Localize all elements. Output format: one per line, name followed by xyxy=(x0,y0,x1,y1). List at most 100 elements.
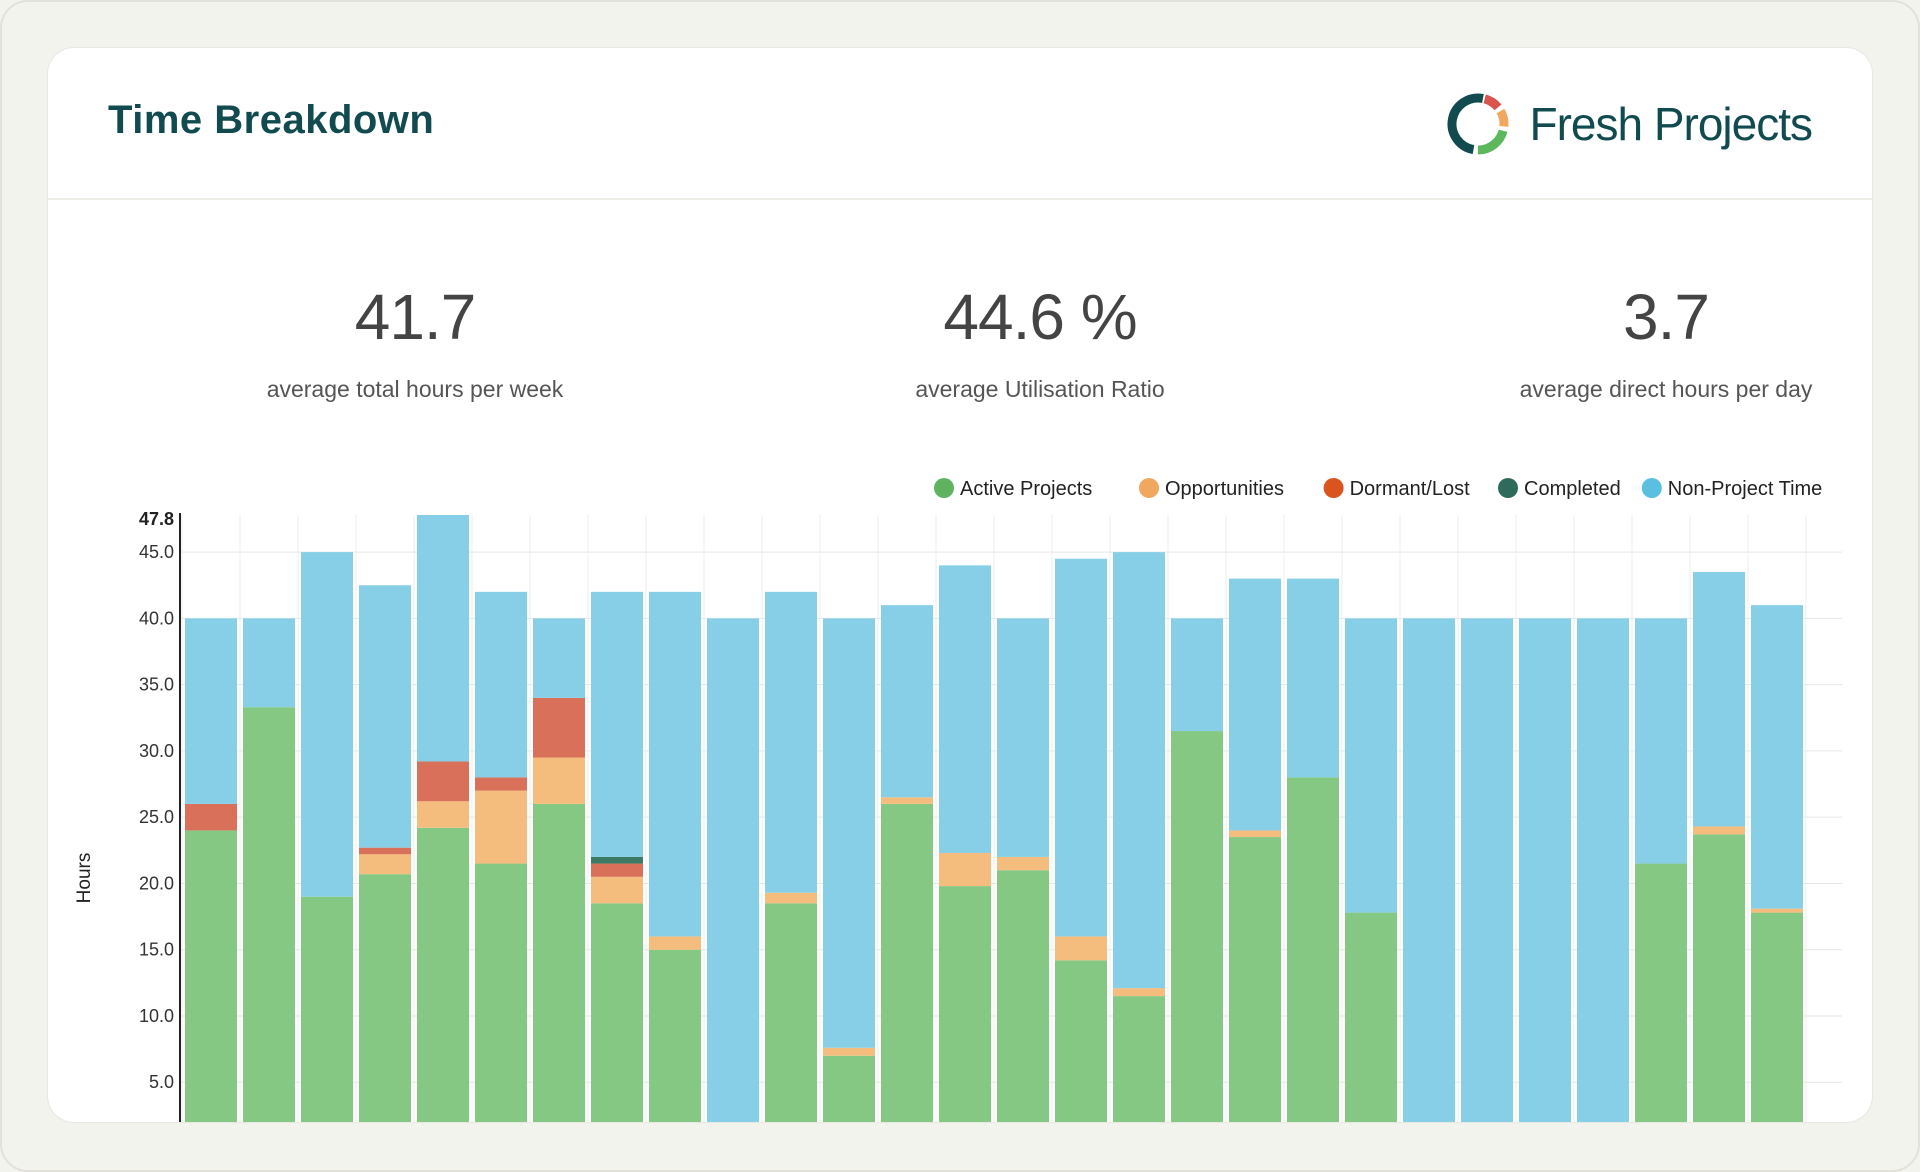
bar-segment-active-projects xyxy=(649,949,701,1122)
bar-segment-active-projects xyxy=(1055,960,1107,1122)
bar-segment-active-projects xyxy=(301,896,353,1122)
bar-segment-dormant-lost xyxy=(475,777,527,791)
bar-segment-opportunities xyxy=(591,876,643,904)
bar-segment-non-project-time xyxy=(301,552,353,897)
bar-segment-active-projects xyxy=(1345,912,1397,1122)
bar-segment-non-project-time xyxy=(475,591,527,778)
bar-segment-opportunities xyxy=(939,852,991,887)
y-tick-label: 45.0 xyxy=(139,542,174,562)
bar-segment-non-project-time xyxy=(649,591,701,937)
bar-segment-active-projects xyxy=(243,707,295,1122)
stacked-bar-chart: 5.0 10.0 15.0 20.0 25.0 30.0 35.0 40.0 45.0 47.8 H… xyxy=(74,478,1842,1122)
logo-ring-icon xyxy=(1447,93,1509,155)
bar-segment-active-projects xyxy=(475,863,527,1122)
bar-segment-non-project-time xyxy=(1519,618,1571,1122)
bar-segment-active-projects xyxy=(185,830,237,1122)
bar-segment-active-projects xyxy=(1287,777,1339,1122)
kpi-utilisation: 44.6 % average Utilisation Ratio xyxy=(780,280,1300,403)
kpi-total-hours: 41.7 average total hours per week xyxy=(155,280,675,403)
kpi-direct-hours: 3.7 average direct hours per day xyxy=(1406,280,1872,403)
y-tick-label: 5.0 xyxy=(149,1072,174,1092)
bar-segment-non-project-time xyxy=(1345,618,1397,913)
bar-segment-non-project-time xyxy=(243,618,295,708)
bar-segment-non-project-time xyxy=(1229,578,1281,831)
bar-segment-non-project-time xyxy=(1403,618,1455,1122)
legend-swatch xyxy=(1139,478,1159,498)
logo-text: Fresh Projects xyxy=(1529,98,1813,150)
bar-segment-non-project-time xyxy=(1635,618,1687,864)
bar-segment-non-project-time xyxy=(707,618,759,1122)
y-tick-label: 20.0 xyxy=(139,873,174,893)
bar-segment-active-projects xyxy=(1693,834,1745,1122)
kpi-label: average Utilisation Ratio xyxy=(915,376,1165,402)
bar-segment-opportunities xyxy=(649,936,701,950)
bar-segment-non-project-time xyxy=(1577,618,1629,1122)
bar-segment-active-projects xyxy=(1751,912,1803,1122)
kpi-label: average total hours per week xyxy=(266,376,564,402)
fresh-projects-logo: Fresh Projects xyxy=(1443,84,1813,164)
legend-label: Active Projects xyxy=(960,478,1092,500)
bar-segment-non-project-time xyxy=(939,565,991,853)
bar-segment-active-projects xyxy=(1113,996,1165,1122)
bar-segment-opportunities xyxy=(823,1047,875,1056)
bar-segment-active-projects xyxy=(359,874,411,1122)
legend-swatch xyxy=(934,478,954,498)
kpi-value: 3.7 xyxy=(1623,281,1710,353)
bar-segment-non-project-time xyxy=(1113,552,1165,989)
y-tick-label: 30.0 xyxy=(139,741,174,761)
bar-segment-active-projects xyxy=(765,903,817,1122)
bar-segment-dormant-lost xyxy=(417,761,469,802)
bar-segment-opportunities xyxy=(359,854,411,875)
bar-segment-active-projects xyxy=(1635,863,1687,1122)
kpi-label: average direct hours per day xyxy=(1519,376,1813,402)
bar-segment-opportunities xyxy=(1693,826,1745,835)
bar-segment-opportunities xyxy=(765,892,817,904)
bar-segment-non-project-time xyxy=(1287,578,1339,778)
bar-segment-non-project-time xyxy=(417,515,469,762)
card-header: Time Breakdown Fresh Projects xyxy=(48,48,1872,200)
y-tick-label: 25.0 xyxy=(139,807,174,827)
bar-segment-dormant-lost xyxy=(185,803,237,831)
bar-segment-opportunities xyxy=(533,757,585,804)
bar-segment-non-project-time xyxy=(1461,618,1513,1122)
bar-segment-active-projects xyxy=(1229,837,1281,1122)
bar-segment-opportunities xyxy=(997,856,1049,871)
bar-segment-non-project-time xyxy=(1171,618,1223,732)
bar-segment-dormant-lost xyxy=(591,863,643,877)
y-tick-label: 15.0 xyxy=(139,940,174,960)
bar-segment-active-projects xyxy=(533,803,585,1122)
bar-segment-opportunities xyxy=(417,801,469,828)
bar-segment-non-project-time xyxy=(1055,558,1107,937)
bar-segment-non-project-time xyxy=(823,618,875,1048)
legend-label: Non-Project Time xyxy=(1668,478,1823,500)
bar-segment-non-project-time xyxy=(881,605,933,798)
bar-segment-active-projects xyxy=(939,886,991,1122)
bar-segment-active-projects xyxy=(881,803,933,1122)
y-tick-label: 35.0 xyxy=(139,675,174,695)
kpi-value: 44.6 % xyxy=(943,281,1137,353)
bar-segment-non-project-time xyxy=(185,618,237,804)
y-max-label: 47.8 xyxy=(139,509,174,529)
bar-segment-active-projects xyxy=(1171,731,1223,1122)
page-title: Time Breakdown xyxy=(108,98,435,142)
bar-segment-non-project-time xyxy=(533,618,585,698)
bar-segment-dormant-lost xyxy=(359,847,411,855)
bar-segment-non-project-time xyxy=(1751,605,1803,909)
bar-segment-non-project-time xyxy=(997,618,1049,857)
legend-label: Opportunities xyxy=(1165,478,1284,500)
dashboard-card: Time Breakdown Fresh Projects 41.7 avera… xyxy=(48,48,1872,1122)
bar-segment-opportunities xyxy=(881,797,933,804)
bar-segment-non-project-time xyxy=(765,591,817,893)
bar-segment-active-projects xyxy=(591,903,643,1122)
y-axis-title: Hours xyxy=(74,853,95,904)
bar-segment-completed xyxy=(591,856,643,864)
y-tick-label: 10.0 xyxy=(139,1006,174,1026)
legend-label: Dormant/Lost xyxy=(1350,478,1470,500)
bar-segment-active-projects xyxy=(417,827,469,1122)
bar-segment-opportunities xyxy=(475,790,527,864)
y-tick-label: 40.0 xyxy=(139,608,174,628)
bar-segment-opportunities xyxy=(1055,936,1107,961)
bar-segment-opportunities xyxy=(1751,908,1803,913)
legend-swatch xyxy=(1641,478,1662,498)
bar-segment-active-projects xyxy=(823,1055,875,1122)
